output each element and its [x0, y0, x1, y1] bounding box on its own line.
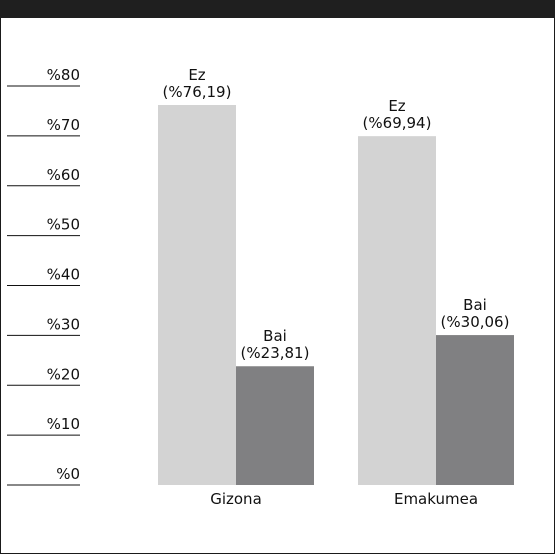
y-tick-label: %0 [56, 465, 80, 483]
bar-ez-0 [158, 105, 236, 485]
data-label-name: Bai [463, 296, 487, 314]
x-category-label: Gizona [210, 490, 262, 508]
data-label-value: (%69,94) [363, 114, 432, 132]
y-tick-label: %20 [47, 365, 80, 383]
y-tick-label: %40 [47, 266, 80, 284]
data-label-name: Ez [388, 97, 405, 115]
bar-bai-0 [236, 366, 314, 485]
data-label-value: (%76,19) [163, 83, 232, 101]
bar-bai-1 [436, 335, 514, 485]
y-tick-label: %30 [47, 315, 80, 333]
y-tick-label: %10 [47, 415, 80, 433]
x-category-label: Emakumea [394, 490, 478, 508]
data-label-name: Ez [188, 66, 205, 84]
data-label-name: Bai [263, 327, 287, 345]
header-bar [0, 0, 555, 18]
y-tick-label: %50 [47, 216, 80, 234]
y-tick-label: %60 [47, 166, 80, 184]
data-label-value: (%23,81) [241, 344, 310, 362]
y-tick-label: %80 [47, 66, 80, 84]
data-label-value: (%30,06) [441, 313, 510, 331]
y-tick-label: %70 [47, 116, 80, 134]
bar-ez-1 [358, 136, 436, 485]
